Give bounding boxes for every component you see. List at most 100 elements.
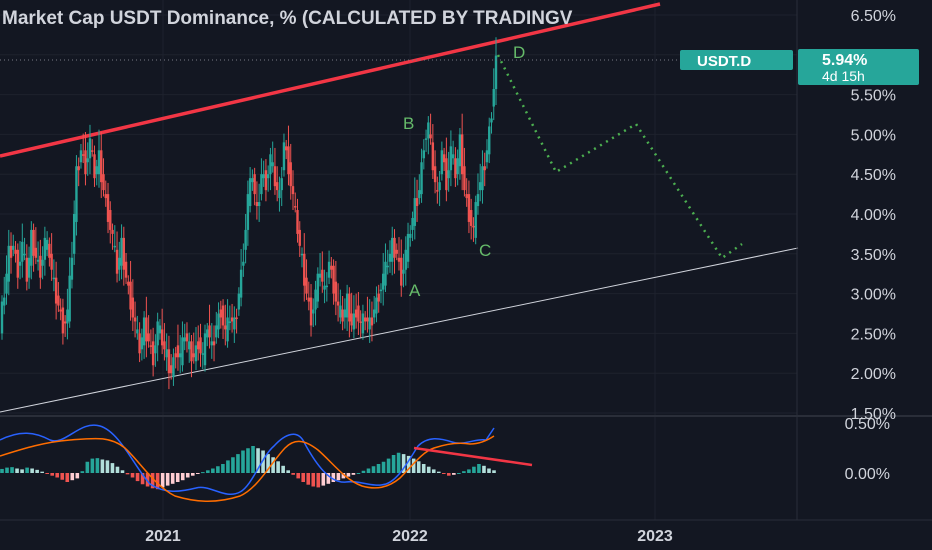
candle-body [34,247,38,258]
candle-body [104,194,107,199]
candle-body [336,301,340,306]
candle-body [343,309,347,318]
oscillator-axis[interactable]: 0.50% 0.00% [845,416,890,483]
candle-body [145,317,148,342]
candle-body [266,174,270,179]
histogram-bar [371,466,376,473]
candle-body [433,166,437,183]
candle-body [375,297,378,314]
candle-body [325,285,329,288]
candle-body [275,182,279,191]
candle-body [3,297,6,306]
histogram-bar [472,466,476,473]
candle-body [447,170,450,179]
candle-body [140,337,144,350]
candle-body [422,150,426,159]
histogram-bar [140,473,145,485]
histogram-bar [110,463,115,473]
candle-body [127,281,130,286]
histogram-bar [316,473,321,488]
candle-body [472,225,475,228]
candle-body [312,309,315,314]
candle-body [109,210,112,230]
candle-body [86,158,89,163]
candle-body [395,249,398,254]
histogram-bar [261,450,265,473]
candle-body [230,317,234,322]
candle-body [424,138,428,140]
histogram-bar [376,464,381,473]
candle-body [5,273,8,294]
channel-upper-line[interactable] [0,2,661,158]
candle-body [120,237,123,266]
candle-body [111,229,114,234]
candle-body [269,154,272,175]
histogram-bar [190,473,195,476]
histogram-bar [135,473,140,482]
candle-body [368,317,371,330]
histogram-bar [401,454,406,473]
wave-label-d: D [513,43,525,62]
candle-body [25,257,29,282]
candle-body [176,345,180,358]
histogram-bar [331,473,336,482]
candle-body [370,317,374,326]
histogram-bar [291,473,295,475]
candle-body [289,162,292,187]
candle-body [27,257,31,278]
histogram-bar [185,473,190,478]
histogram-bar [125,473,130,475]
histogram-bar [306,473,311,485]
histogram-bar [341,473,346,479]
candle-body [30,229,33,266]
candle-body [253,174,256,195]
divergence-line[interactable] [413,446,533,467]
candle-body [379,289,383,292]
candle-body [217,313,220,330]
candle-body [163,341,166,350]
histogram-bar [0,468,4,473]
candle-body [147,333,150,342]
histogram-bar [296,473,301,479]
candle-body [492,89,495,107]
candle-body [442,154,446,163]
histogram-bar [145,473,150,487]
candle-body [384,261,387,286]
histogram-bar [431,469,436,473]
candle-body [327,261,331,278]
candle-body [494,55,498,90]
candle-body [154,345,157,354]
candle-body [131,297,135,318]
histogram-bar [457,473,461,474]
candle-body [465,194,468,199]
candlestick-series [0,37,498,390]
histogram-bar [40,471,44,473]
y-tick-label: 6.50% [851,8,896,25]
candle-body [179,353,182,358]
candle-body [321,269,324,282]
candle-body [483,166,486,171]
histogram-bar [221,464,225,473]
candle-body [142,317,146,346]
histogram-bar [100,459,105,473]
candle-body [215,325,218,338]
histogram-bar [396,452,401,473]
candle-body [309,297,313,326]
channel-lower-line[interactable] [0,247,799,413]
candle-body [406,233,410,262]
histogram-bar [281,465,285,473]
candle-body [79,150,83,163]
candle-body [248,178,252,207]
histogram-bar [45,473,49,474]
histogram-bar [120,470,125,473]
candle-body [377,293,380,302]
candle-body [271,162,274,167]
histogram-bar [130,473,135,478]
candle-body [397,257,401,262]
histogram-bar [5,467,9,473]
time-axis[interactable]: 2021 2022 2023 [145,528,673,545]
candle-body [181,337,184,366]
candle-body [382,273,385,290]
candle-body [174,353,177,358]
